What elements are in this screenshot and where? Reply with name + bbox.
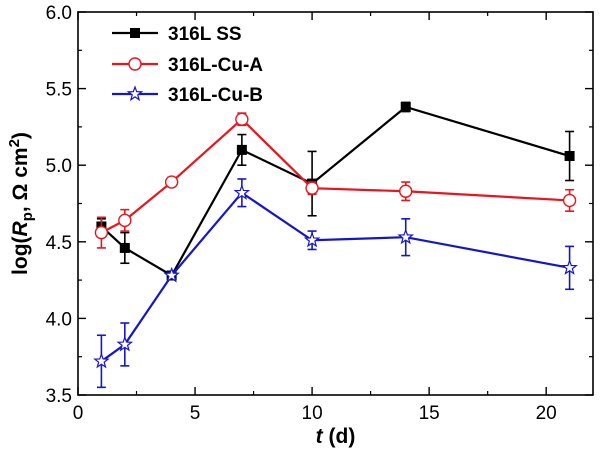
- series-line: [100, 105, 570, 278]
- y-axis-title-subscript: p: [19, 212, 36, 221]
- axis-tick-labels: 0 5 10 15 20 3.5 4.0 4.5 5.0 5.5 6.0: [46, 3, 557, 424]
- y-tick-label: 4.5: [46, 233, 72, 254]
- legend-label: 316L-Cu-B: [168, 85, 263, 106]
- legend-marker-square: [130, 28, 140, 38]
- y-axis-title-unit: , Ω cm: [9, 147, 32, 212]
- legend-marker-circle: [128, 57, 142, 71]
- x-tick-label: 5: [190, 403, 201, 424]
- y-axis-title: log(Rp, Ω cm2): [6, 132, 36, 275]
- data-point-star: [116, 335, 134, 352]
- y-tick-label: 5.5: [46, 80, 72, 101]
- y-axis-title-superscript: 2: [6, 139, 23, 147]
- data-point-square: [400, 101, 411, 112]
- x-axis-title-variable: t: [316, 425, 324, 448]
- legend-marker-star: [126, 85, 144, 102]
- y-axis-title-suffix: ): [9, 132, 32, 139]
- x-tick-label: 20: [536, 403, 557, 424]
- y-axis-title-prefix: log(: [9, 236, 32, 274]
- data-point-star: [303, 231, 321, 248]
- legend: 316L SS 316L-Cu-A 316L-Cu-B: [112, 24, 263, 106]
- data-point-star: [561, 259, 578, 275]
- x-tick-label: 0: [73, 403, 84, 424]
- data-point-star: [93, 352, 110, 369]
- data-point-square: [236, 144, 247, 155]
- data-point-circle: [235, 112, 249, 126]
- legend-item-316l-cu-b: 316L-Cu-B: [112, 85, 263, 106]
- data-point-star: [397, 228, 415, 245]
- y-axis-title-variable: R: [9, 220, 32, 236]
- data-point-star: [233, 184, 251, 200]
- series-2: [93, 178, 578, 389]
- y-tick-label: 4.0: [46, 309, 72, 330]
- data-point-square: [119, 242, 130, 253]
- data-point-circle: [305, 181, 319, 195]
- axis-ticks: [77, 11, 593, 396]
- y-tick-label: 5.0: [46, 156, 72, 177]
- data-point-star: [163, 266, 180, 283]
- data-point-circle: [164, 175, 179, 189]
- y-tick-label: 3.5: [46, 386, 72, 407]
- legend-item-316l-cu-a: 316L-Cu-A: [112, 55, 263, 76]
- series-0: [96, 101, 575, 281]
- data-point-circle: [94, 225, 109, 240]
- series-1: [94, 112, 577, 249]
- y-tick-label: 6.0: [46, 3, 72, 24]
- legend-label: 316L SS: [168, 24, 242, 45]
- data-point-square: [564, 151, 575, 162]
- legend-item-316l-ss: 316L SS: [112, 24, 242, 45]
- plot-frame: [77, 11, 594, 396]
- data-point-circle: [562, 193, 577, 208]
- x-axis-title-unit: (d): [323, 425, 356, 448]
- x-tick-label: 15: [419, 403, 440, 424]
- data-point-circle: [118, 213, 132, 228]
- x-axis-title: t (d): [316, 425, 356, 448]
- data-series: [93, 101, 578, 389]
- x-tick-label: 10: [302, 403, 323, 424]
- data-point-circle: [399, 184, 413, 198]
- legend-label: 316L-Cu-A: [168, 55, 263, 76]
